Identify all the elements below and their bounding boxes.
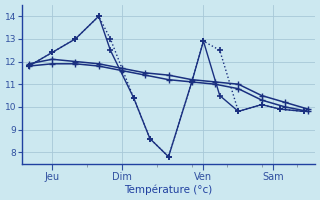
X-axis label: Température (°c): Température (°c): [124, 185, 213, 195]
